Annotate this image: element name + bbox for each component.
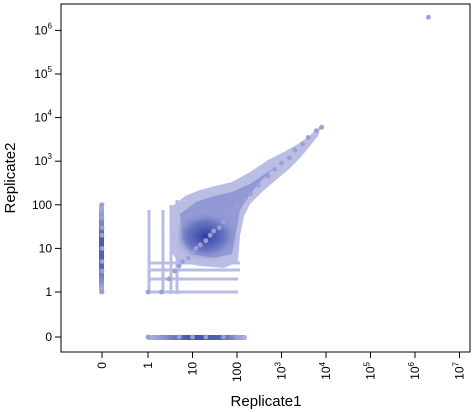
data-point-26 xyxy=(172,268,178,274)
data-point-14 xyxy=(230,212,236,217)
x-tick-label-8: 107 xyxy=(452,361,467,379)
data-point-13 xyxy=(234,203,240,209)
data-point-32 xyxy=(99,225,105,230)
y-tick-label-5: 104 xyxy=(34,109,52,125)
data-point-40 xyxy=(190,334,195,340)
y-axis-title: Replicate2 xyxy=(2,143,19,214)
zero-y-row xyxy=(147,335,247,340)
x-axis: 0 1 10 100 103 104 105 106 107 xyxy=(95,352,467,382)
data-point-1 xyxy=(319,124,325,130)
x-tick-label-3: 100 xyxy=(230,362,244,382)
data-point-18 xyxy=(207,232,213,238)
y-tick-label-1: 1 xyxy=(45,285,52,299)
data-point-43 xyxy=(234,334,240,340)
y-tick-label-6: 105 xyxy=(34,65,52,81)
data-point-30 xyxy=(99,202,105,208)
x-tick-label-4: 103 xyxy=(274,361,289,379)
data-point-3 xyxy=(305,135,311,140)
data-point-7 xyxy=(279,160,284,166)
low-streaks xyxy=(150,261,240,294)
data-point-6 xyxy=(286,155,292,161)
data-point-15 xyxy=(221,219,227,225)
data-point-39 xyxy=(176,334,182,340)
data-point-11 xyxy=(247,191,253,197)
x-tick-label-2: 10 xyxy=(186,362,200,376)
data-point-41 xyxy=(203,334,209,340)
data-point-16 xyxy=(216,225,222,230)
x-tick-label-0: 0 xyxy=(95,362,109,369)
data-point-29 xyxy=(145,289,151,295)
cloud-core xyxy=(172,210,240,262)
x-tick-label-7: 106 xyxy=(407,361,422,379)
x-axis-title: Replicate1 xyxy=(231,393,302,410)
data-point-24 xyxy=(180,259,186,264)
data-point-34 xyxy=(99,246,105,251)
data-point-20 xyxy=(197,242,203,248)
data-point-19 xyxy=(203,238,209,244)
data-point-23 xyxy=(185,255,191,261)
data-point-38 xyxy=(145,334,151,340)
y-tick-label-2: 10 xyxy=(39,241,53,255)
x-tick-label-1: 1 xyxy=(141,362,155,369)
y-tick-label-7: 106 xyxy=(34,21,52,37)
data-point-5 xyxy=(292,147,298,153)
data-point-9 xyxy=(265,173,271,179)
y-tick-label-4: 103 xyxy=(34,152,52,168)
data-point-2 xyxy=(313,128,319,134)
data-point-21 xyxy=(193,246,199,251)
y-tick-label-3: 100 xyxy=(32,198,52,212)
data-point-8 xyxy=(272,166,278,172)
y-axis: 0 1 10 100 103 104 105 106 xyxy=(32,21,61,344)
data-point-4 xyxy=(300,141,306,147)
data-point-22 xyxy=(190,250,195,256)
y-tick-label-0: 0 xyxy=(45,330,52,344)
data-point-33 xyxy=(99,232,105,238)
x-tick-label-5: 104 xyxy=(318,361,333,379)
data-points xyxy=(99,14,431,340)
data-point-10 xyxy=(255,182,261,188)
data-point-35 xyxy=(99,259,105,264)
data-point-17 xyxy=(211,228,217,234)
data-point-25 xyxy=(176,263,182,269)
data-point-0 xyxy=(425,14,431,20)
plot-frame xyxy=(60,3,471,353)
data-point-42 xyxy=(221,334,227,340)
data-point-28 xyxy=(158,289,164,295)
data-point-12 xyxy=(242,196,248,201)
data-point-27 xyxy=(166,276,172,282)
x-tick-label-6: 105 xyxy=(363,361,378,379)
data-point-31 xyxy=(99,215,105,221)
data-point-37 xyxy=(99,289,105,295)
data-point-36 xyxy=(99,268,105,274)
